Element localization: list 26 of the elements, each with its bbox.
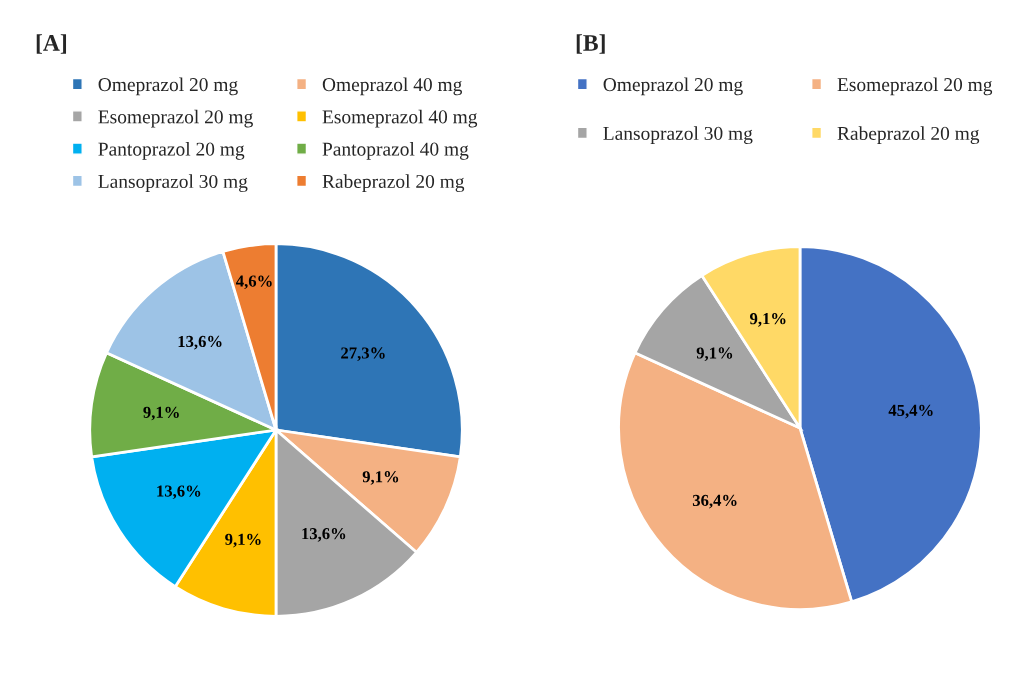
legend-label: Pantoprazol 20 mg — [98, 142, 245, 160]
data-label: 13,6% — [302, 528, 346, 542]
legend-label: Lansoprazol 30 mg — [98, 174, 248, 192]
legend-label: Omeprazol 20 mg — [603, 77, 743, 96]
data-label: 9,1% — [225, 533, 261, 548]
chart-title: [A] — [36, 34, 67, 54]
data-label: 9,1% — [362, 471, 399, 485]
legend-label: Pantoprazol 40 mg — [322, 142, 469, 160]
data-label: 13,6% — [157, 485, 201, 500]
legend-label: Esomeprazol 20 mg — [98, 109, 253, 128]
legend-label: Esomeprazol 20 mg — [837, 77, 993, 96]
chart-title: [B] — [576, 34, 605, 54]
data-label: 9,1% — [696, 347, 733, 362]
data-label: 9,1% — [143, 406, 179, 421]
legend-label: Lansoprazol 30 mg — [603, 126, 753, 144]
data-label: 36,4% — [692, 494, 737, 509]
data-label: 4,6% — [236, 275, 272, 290]
legend-label: Omeprazol 40 mg — [322, 77, 462, 96]
data-label: 27,3% — [341, 347, 385, 362]
data-label: 13,6% — [178, 335, 222, 350]
legend-label: Omeprazol 20 mg — [98, 77, 238, 96]
data-label: 45,4% — [888, 404, 933, 419]
data-label: 9,1% — [749, 313, 786, 327]
legend-label: Rabeprazol 20 mg — [837, 126, 980, 144]
legend-label: Rabeprazol 20 mg — [322, 174, 465, 192]
legend-label: Esomeprazol 40 mg — [322, 109, 478, 128]
